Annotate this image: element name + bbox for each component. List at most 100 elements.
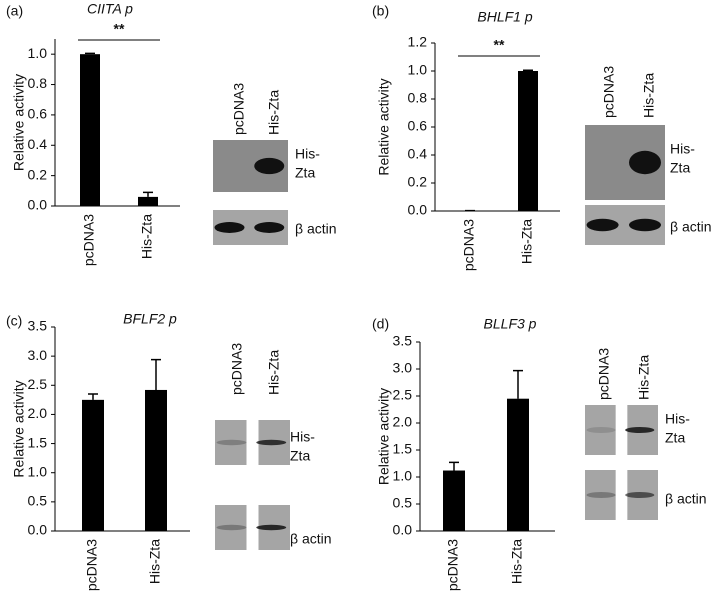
lane-label: His-Zta [266,90,282,135]
blot-target-label: Zta [670,160,690,176]
panel-label: (d) [372,316,389,332]
y-tick-label: 2.0 [28,405,48,421]
y-tick-label: 0.8 [28,75,48,91]
y-tick-label: 1.0 [28,45,48,61]
blot-band [586,492,616,498]
y-tick-label: 1.5 [28,434,48,450]
y-axis-label: Relative activity [11,74,27,171]
blot-background [585,405,616,455]
error-bar [151,358,161,390]
lane-label: His-Zta [641,73,657,118]
blot-band [216,439,247,446]
y-tick-label: 0.4 [408,146,428,162]
chart-title: BHLF1 p [477,9,532,25]
blot-background [215,505,247,550]
y-tick-label: 0.6 [28,106,48,122]
y-tick-label: 2.0 [393,414,413,430]
significance-label: ** [114,21,125,37]
blot-control-label: β actin [295,221,337,237]
y-tick-label: 3.5 [393,333,413,349]
x-tick-label: pcDNA3 [445,539,461,591]
y-axis-label: Relative activity [11,380,27,477]
error-bar [85,52,95,55]
y-tick-label: 2.5 [28,376,48,392]
blot-band [256,439,287,446]
panel-label: (c) [6,313,22,329]
blot-band [256,524,287,531]
blot-control-label: β actin [290,531,332,547]
lane-label: pcDNA3 [601,66,617,118]
blot-target-label: His- [665,411,690,427]
y-tick-label: 0.2 [28,166,48,182]
panel-label: (b) [372,3,389,19]
x-tick-label: pcDNA3 [81,214,97,266]
y-axis-label: Relative activity [376,78,392,175]
blot-background [215,420,247,465]
bar [145,389,167,531]
y-tick-label: 1.5 [393,441,413,457]
x-tick-label: His-Zta [147,539,163,584]
y-tick-label: 1.2 [408,34,428,50]
y-tick-label: 2.5 [393,387,413,403]
chart-title: BLLF3 p [484,316,537,332]
x-tick-label: His-Zta [519,219,535,264]
lane-label: His-Zta [266,350,282,395]
blot-control-label: β actin [670,219,712,235]
y-tick-label: 3.5 [28,318,48,334]
error-bar [513,369,523,399]
chart-title: CIITA p [87,1,133,17]
bar [82,399,104,531]
panel: (a) CIITA p Relative activity 0.0 0.2 0.4 0.6 0… [6,1,337,266]
lane-label: pcDNA3 [231,83,247,135]
x-tick-label: pcDNA3 [84,539,100,591]
y-tick-label: 1.0 [393,468,413,484]
x-tick-label: His-Zta [509,539,525,584]
y-tick-label: 0.5 [28,493,48,509]
blot-band [216,524,247,531]
blot-band [214,222,245,233]
blot-band [254,157,285,175]
bar [518,71,538,211]
bar [80,54,100,206]
lane-label: pcDNA3 [229,343,245,395]
error-bar [143,191,153,197]
panel: (b) BHLF1 p Relative activity 0.0 0.2 0.4 0.6 0… [372,3,712,271]
blot-band [629,218,661,232]
error-bar [449,461,459,471]
lane-label: His-Zta [636,355,652,400]
blot-target-label: His- [295,146,320,162]
y-tick-label: 3.0 [393,360,413,376]
significance-label: ** [494,37,505,53]
blot-target-label: Zta [665,430,685,446]
blot-band [586,218,619,232]
x-tick-label: His-Zta [139,214,155,259]
panel: (d) BLLF3 p Relative activity 0.0 0.5 1.0 1.5 2… [372,316,707,591]
y-tick-label: 0.2 [408,174,428,190]
blot-band [586,427,616,433]
error-bar [523,69,533,72]
bar [443,470,465,531]
y-tick-label: 3.0 [28,347,48,363]
bar [138,196,158,206]
y-tick-label: 0.6 [408,118,428,134]
blot-background [585,470,616,520]
y-axis-label: Relative activity [376,388,392,485]
blot-band [629,150,661,175]
y-tick-label: 0.0 [393,522,413,538]
blot-control-label: β actin [665,491,707,507]
panel-label: (a) [6,3,23,19]
bar [507,398,529,531]
blot-band [625,427,655,433]
y-tick-label: 0.8 [408,90,428,106]
y-tick-label: 1.0 [408,62,428,78]
blot-target-label: Zta [290,448,310,464]
chart-title: BFLF2 p [123,311,177,327]
panel: (c) BFLF2 p Relative activity 0.0 0.5 1.0 1.5 2… [6,311,332,591]
y-tick-label: 0.5 [393,495,413,511]
blot-target-label: His- [290,429,315,445]
y-tick-label: 0.0 [408,202,428,218]
x-tick-label: pcDNA3 [461,219,477,271]
error-bar [88,393,98,400]
y-tick-label: 0.4 [28,136,48,152]
